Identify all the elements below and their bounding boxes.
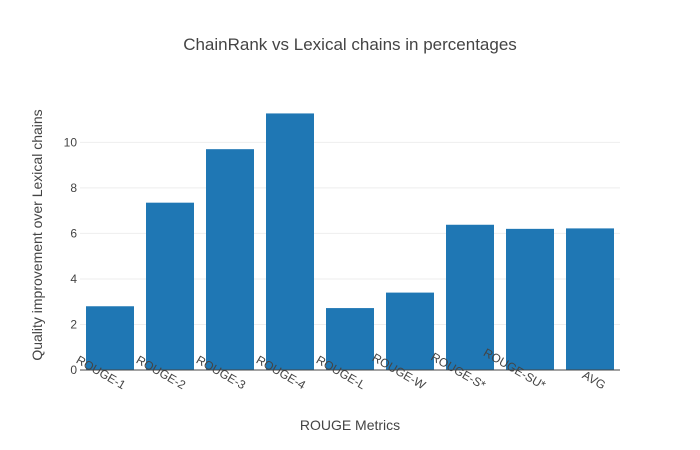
- x-axis-title: ROUGE Metrics: [300, 417, 400, 433]
- y-tick-label: 6: [70, 226, 77, 240]
- y-tick-label: 0: [70, 363, 77, 377]
- bar-rouge-3: [206, 149, 254, 370]
- bars: [86, 113, 614, 370]
- bar-rouge-w: [386, 292, 434, 370]
- y-tick-label: 2: [70, 317, 77, 331]
- y-tick-label: 8: [70, 181, 77, 195]
- bar-rouge-1: [86, 306, 134, 370]
- bar-rouge-2: [146, 202, 194, 370]
- bar-rouge-4: [266, 113, 314, 370]
- bar-rouge-l: [326, 308, 374, 370]
- y-tick-labels: 0 2 4 6 8 10: [64, 135, 78, 377]
- y-tick-label: 4: [70, 272, 77, 286]
- bar-rouge-su: [506, 228, 554, 370]
- y-tick-label: 10: [64, 135, 78, 149]
- y-axis-title: Quality improvement over Lexical chains: [29, 109, 45, 360]
- chart-title: ChainRank vs Lexical chains in percentag…: [183, 35, 517, 54]
- bar-rouge-s: [446, 224, 494, 370]
- bar-avg: [566, 228, 614, 370]
